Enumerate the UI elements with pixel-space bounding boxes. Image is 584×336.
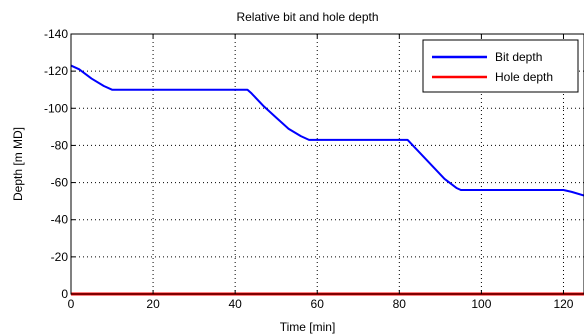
y-tick-label: -60 [51, 176, 69, 190]
legend-label-bit-depth: Bit depth [495, 50, 542, 64]
series-layer [70, 64, 584, 296]
y-tick-label: -140 [44, 27, 68, 41]
x-tick-label: 0 [68, 297, 75, 311]
legend-label-hole-depth: Hole depth [495, 70, 553, 84]
x-tick-label: 120 [553, 297, 573, 311]
x-tick-label: 40 [228, 297, 242, 311]
x-tick-label: 20 [146, 297, 160, 311]
y-axis-label: Depth [m MD] [11, 127, 25, 201]
plot-frame [70, 33, 584, 295]
y-tick-label: -40 [51, 213, 69, 227]
grid [71, 34, 584, 294]
chart-title: Relative bit and hole depth [236, 10, 378, 24]
y-axis: 0 -20 -40 -60 -80 -100 -120 -140 [44, 27, 75, 301]
legend-box [422, 39, 579, 93]
x-tick-label: 80 [393, 297, 407, 311]
x-tick-label: 100 [471, 297, 491, 311]
y-tick-label: -100 [44, 101, 68, 115]
y-tick-label: -120 [44, 64, 68, 78]
legend: Bit depth Hole depth [422, 39, 579, 93]
x-axis-label: Time [min] [280, 320, 336, 334]
x-axis: 0 20 40 60 80 100 120 [68, 34, 574, 311]
x-tick-label: 60 [311, 297, 325, 311]
y-tick-label: -20 [51, 250, 69, 264]
y-tick-label: 0 [61, 287, 68, 301]
series-line-bit-depth [70, 64, 584, 197]
y-tick-label: -80 [51, 138, 69, 152]
